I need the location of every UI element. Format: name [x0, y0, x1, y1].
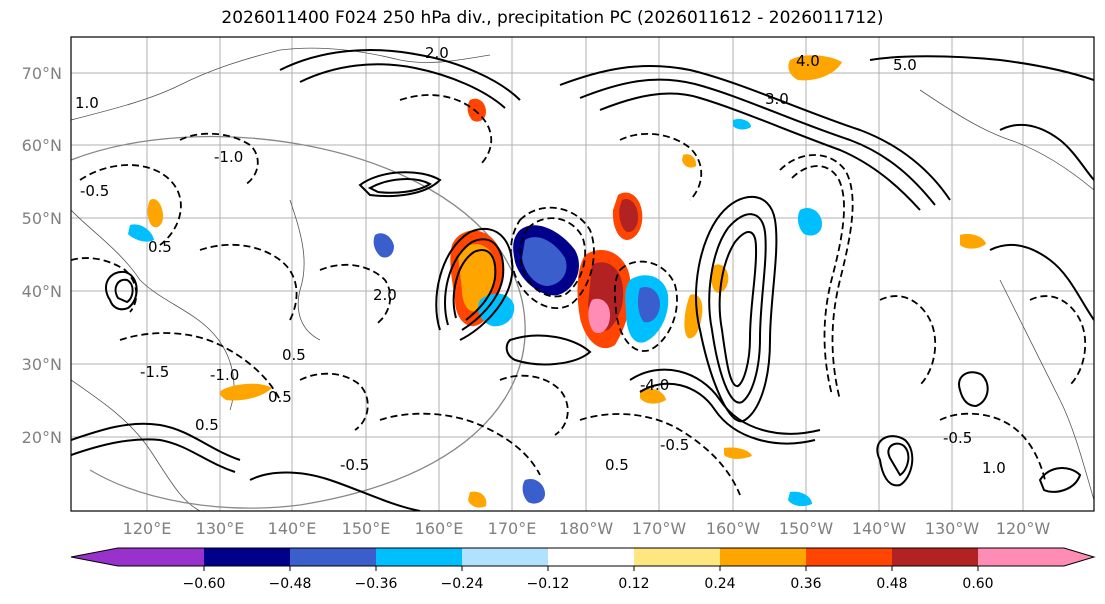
contour-label: -0.5 — [660, 436, 689, 454]
precip-shade-orange — [684, 294, 703, 339]
colorbar-tick-label: 0.60 — [962, 576, 993, 592]
contour-label: 1.0 — [75, 94, 99, 112]
contour-label: 2.0 — [373, 286, 397, 304]
contour-label: -0.5 — [340, 456, 369, 474]
colorbar-ticks: −0.60 −0.48 −0.36 −0.24 −0.12 0.12 0.24 0.36 0.4… — [183, 566, 994, 592]
longitude-labels: 120°E 130°E 140°E 150°E 160°E 170°E 180°W 170°W… — [123, 519, 1051, 538]
precip-shade-blue — [522, 478, 545, 504]
colorbar-bin — [548, 548, 635, 566]
longitude-label: 150°W — [779, 519, 834, 538]
longitude-label: 160°W — [706, 519, 761, 538]
colorbar-bin — [462, 548, 549, 566]
longitude-label: 140°E — [268, 519, 317, 538]
longitude-label: 130°W — [925, 519, 980, 538]
contour-label: 0.5 — [195, 416, 219, 434]
latitude-label: 30°N — [22, 355, 62, 374]
latitude-labels: 70°N 60°N 50°N 40°N 30°N 20°N — [22, 64, 62, 447]
colorbar — [70, 547, 1096, 567]
precip-shade-orange — [458, 244, 496, 312]
precip-shade-blue — [373, 233, 394, 258]
colorbar-bin — [978, 548, 1065, 566]
divergence-contours-positive — [71, 49, 1094, 511]
precip-shade-orange — [724, 447, 752, 459]
colorbar-bin — [634, 548, 721, 566]
precip-shade-blue — [522, 237, 567, 286]
latitude-label: 60°N — [22, 136, 62, 155]
colorbar-extend-low — [71, 548, 118, 566]
contour-label: 2.0 — [425, 44, 449, 62]
contour-label: 0.5 — [268, 388, 292, 406]
contour-label: -1.5 — [140, 363, 169, 381]
colorbar-extend-high — [1064, 548, 1094, 566]
contour-label: 0.5 — [148, 238, 172, 256]
colorbar-tick-label: 0.36 — [790, 576, 821, 592]
precip-shade-orange — [147, 198, 164, 228]
precip-shade-cyan — [788, 491, 812, 507]
contour-label: 4.0 — [796, 52, 820, 70]
latitude-label: 50°N — [22, 209, 62, 228]
contour-label: 0.5 — [605, 456, 629, 474]
map-title: 2026011400 F024 250 hPa div., precipitat… — [221, 8, 884, 28]
longitude-label: 120°W — [996, 519, 1051, 538]
contour-label: -4.0 — [640, 376, 669, 394]
contour-label: -1.0 — [210, 366, 239, 384]
contour-label: -1.0 — [214, 148, 243, 166]
colorbar-tick-label: −0.36 — [355, 576, 398, 592]
longitude-label: 170°W — [632, 519, 687, 538]
longitude-label: 160°E — [415, 519, 464, 538]
precip-shade-cyan — [733, 118, 751, 130]
latitude-label: 70°N — [22, 64, 62, 83]
colorbar-bin — [892, 548, 979, 566]
colorbar-bin — [118, 548, 205, 566]
longitude-label: 130°E — [196, 519, 245, 538]
contour-label: 5.0 — [893, 56, 917, 74]
precip-shade-blue — [637, 286, 660, 323]
colorbar-tick-label: 0.12 — [618, 576, 649, 592]
precip-shade-orange — [682, 154, 697, 168]
longitude-label: 120°E — [123, 519, 172, 538]
longitude-label: 140°W — [852, 519, 907, 538]
precip-shade-orange — [960, 234, 986, 249]
divergence-contours-negative — [71, 94, 1087, 496]
colorbar-tick-label: −0.48 — [269, 576, 312, 592]
precip-shade-cyan — [797, 207, 822, 236]
colorbar-tick-label: −0.12 — [527, 576, 570, 592]
latitude-label: 20°N — [22, 428, 62, 447]
longitude-label: 170°E — [488, 519, 537, 538]
precipitation-shading — [128, 55, 986, 508]
longitude-label: 180°W — [559, 519, 614, 538]
colorbar-tick-label: −0.24 — [441, 576, 484, 592]
contour-label: -0.5 — [943, 429, 972, 447]
great-circle-arc — [71, 135, 526, 509]
colorbar-tick-label: 0.48 — [876, 576, 907, 592]
colorbar-tick-label: 0.24 — [704, 576, 735, 592]
precip-shade-orange — [467, 98, 486, 122]
precip-shade-orange — [219, 383, 272, 401]
contour-label: 1.0 — [982, 459, 1006, 477]
colorbar-bin — [376, 548, 463, 566]
precip-shade-orange — [640, 388, 666, 404]
precip-shade-darkred — [619, 198, 639, 233]
contour-label: -0.5 — [80, 182, 109, 200]
precip-shade-cyan — [128, 224, 154, 242]
precip-shade-orange — [468, 491, 487, 508]
contour-labels: 5.0 4.0 3.0 2.0 1.0 0.5 -0.5 -1.0 -1.5 -… — [75, 44, 1006, 477]
colorbar-bin — [290, 548, 377, 566]
map-gridlines — [71, 37, 1094, 511]
precip-shade-orange — [788, 55, 842, 81]
colorbar-bin — [720, 548, 807, 566]
contour-label: 3.0 — [765, 90, 789, 108]
latitude-label: 40°N — [22, 282, 62, 301]
colorbar-bin — [806, 548, 893, 566]
map-frame — [70, 36, 1095, 512]
longitude-label: 150°E — [342, 519, 391, 538]
colorbar-bin — [204, 548, 291, 566]
precip-shade-pink — [588, 298, 610, 334]
contour-label: 0.5 — [282, 346, 306, 364]
coastlines — [71, 47, 1094, 511]
colorbar-outline — [70, 547, 1096, 567]
colorbar-tick-label: −0.60 — [183, 576, 226, 592]
